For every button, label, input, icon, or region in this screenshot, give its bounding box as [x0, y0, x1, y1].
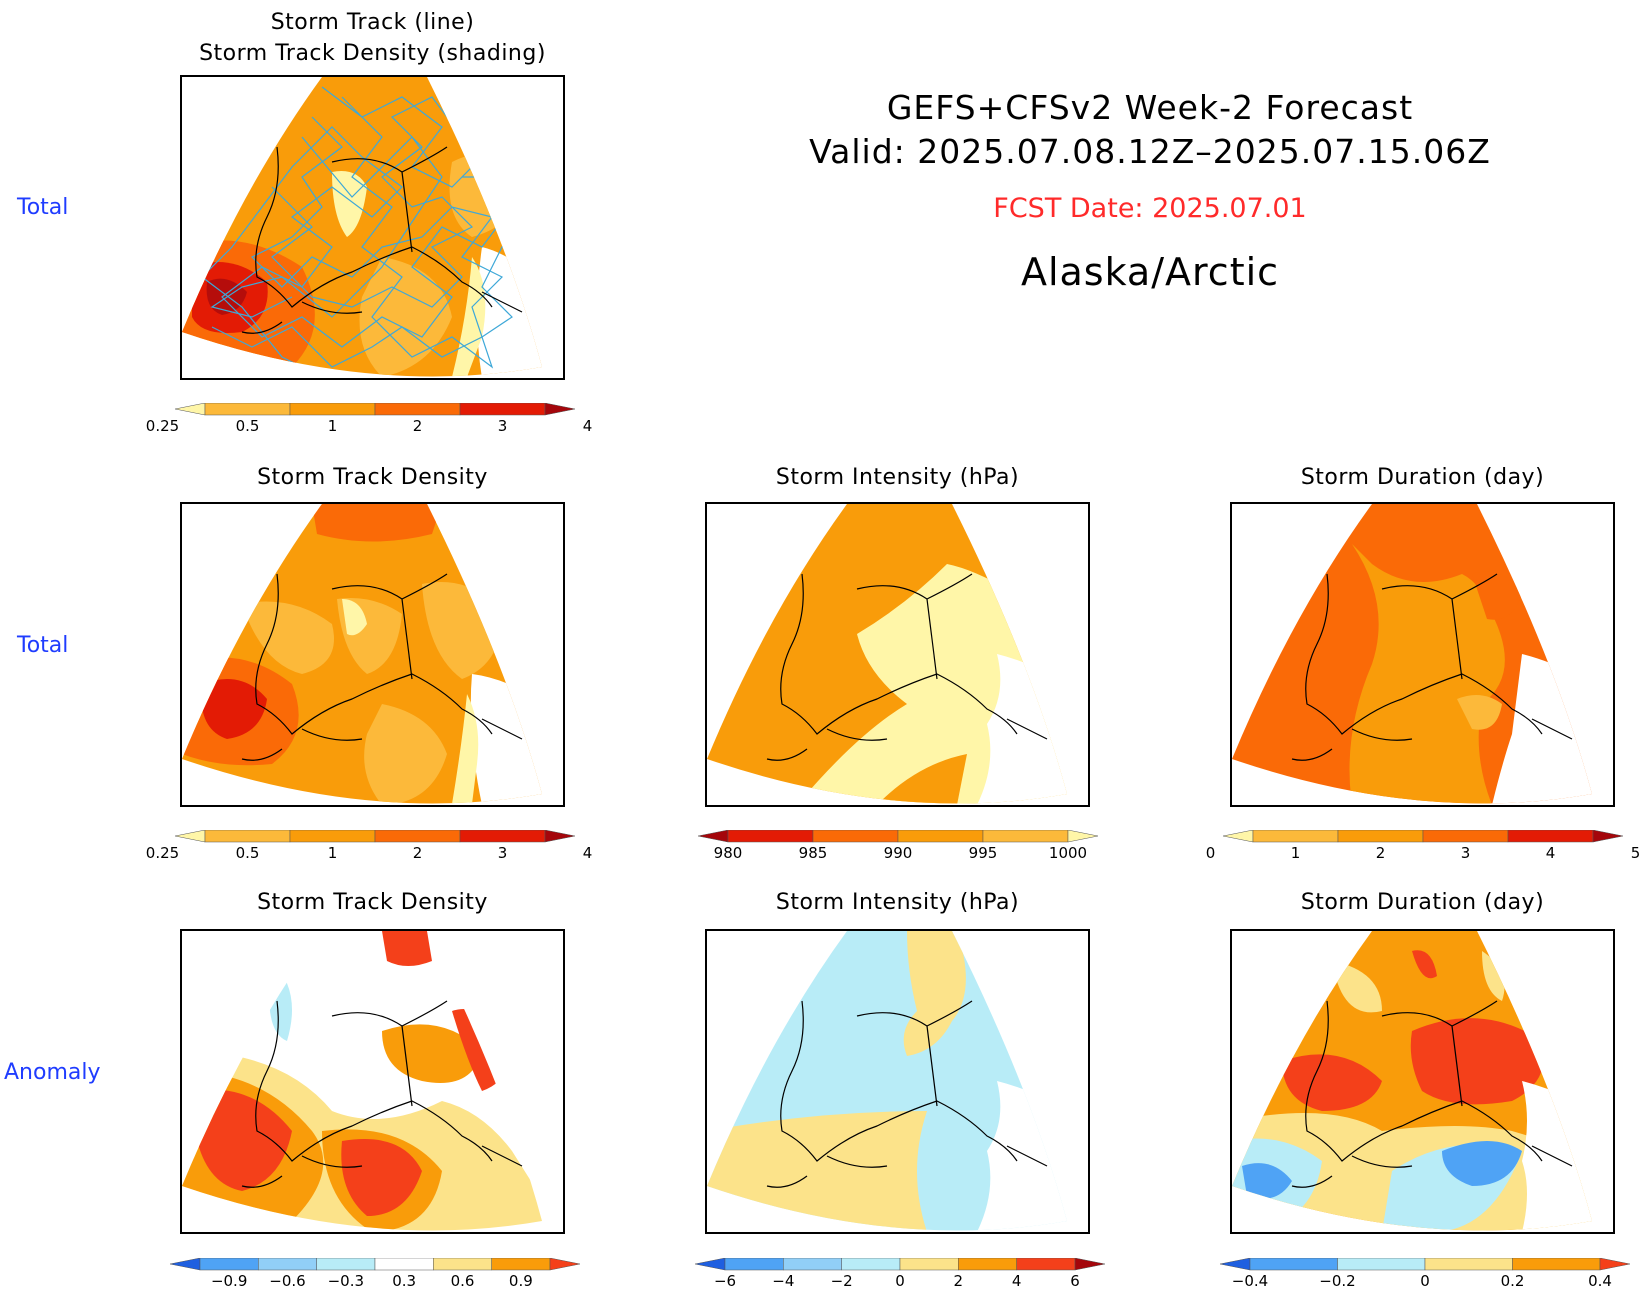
map-intensity-anomaly: [705, 929, 1090, 1234]
colorbar-segment: [1422, 830, 1509, 843]
colorbar-segment: [724, 1258, 784, 1271]
colorbar-segment: [958, 1258, 1017, 1271]
colorbar-tick-label: 1: [1290, 844, 1301, 862]
colorbar-segment: [1337, 830, 1424, 843]
colorbar-density-total: 0.25 0.5 1 2 3 4: [146, 830, 592, 870]
colorbar-right-cap: [549, 1258, 580, 1271]
colorbar-tick-label: 980: [713, 844, 743, 862]
colorbar-segment: [841, 1258, 901, 1271]
panel-title-duration-total: Storm Duration (day): [1300, 465, 1545, 490]
colorbar-left-cap: [175, 403, 206, 416]
panel-title-duration-anomaly: Storm Duration (day): [1300, 890, 1545, 915]
colorbar-segment: [258, 1258, 317, 1271]
map-storm-tracks: [180, 75, 565, 380]
colorbar-segment: [289, 403, 376, 416]
colorbar-segment: [1337, 1258, 1426, 1271]
colorbar-tick-label: 4: [1545, 844, 1556, 862]
colorbar-right-cap: [1592, 830, 1623, 843]
forecast-title: GEFS+CFSv2 Week-2 Forecast: [886, 88, 1414, 127]
colorbar-segment: [433, 1258, 492, 1271]
row-label-top: Total: [17, 195, 69, 220]
colorbar-segment: [727, 830, 814, 843]
colorbar-tick-label: 0.25: [145, 417, 180, 435]
colorbar-segment: [1249, 1258, 1338, 1271]
colorbar-segment: [982, 830, 1069, 843]
colorbar-tick-label: 4: [582, 844, 593, 862]
colorbar-segment: [899, 1258, 959, 1271]
colorbar-segment: [199, 1258, 259, 1271]
map-density-anomaly: [180, 929, 565, 1234]
colorbar-tick-label: 3: [1460, 844, 1471, 862]
colorbar-tick-label: 2: [412, 417, 423, 435]
colorbar-density-anomaly: −0.9 −0.6 −0.3 0.3 0.6 0.9: [170, 1258, 580, 1298]
colorbar-right-cap: [1067, 830, 1098, 843]
colorbar-density-top: 0.25 0.5 1 2 3 4: [146, 403, 592, 443]
colorbar-tick-label: 5: [1630, 844, 1641, 862]
colorbar-tick-label: 3: [497, 844, 508, 862]
colorbar-segment: [459, 830, 546, 843]
colorbar-tick-label: 0: [1205, 844, 1216, 862]
map-duration-anomaly: [1230, 929, 1615, 1234]
valid-period: Valid: 2025.07.08.12Z–2025.07.15.06Z: [809, 132, 1491, 171]
map-duration-total: [1230, 502, 1615, 807]
panel-title-tracks-line1: Storm Track (line): [270, 10, 475, 35]
colorbar-tick-label: 990: [883, 844, 913, 862]
panel-title-intensity-anomaly: Storm Intensity (hPa): [775, 890, 1020, 915]
colorbar-left-cap: [1223, 830, 1254, 843]
colorbar-tick-label: 985: [798, 844, 828, 862]
forecast-date: FCST Date: 2025.07.01: [993, 193, 1307, 224]
colorbar-right-cap: [1074, 1258, 1105, 1271]
colorbar-segment: [1016, 1258, 1076, 1271]
colorbar-tick-label: 0.5: [235, 417, 260, 435]
colorbar-segment: [491, 1258, 551, 1271]
colorbar-tick-label: 0.5: [235, 844, 260, 862]
colorbar-segment: [897, 830, 984, 843]
colorbar-tick-label: 1000: [1048, 844, 1088, 862]
colorbar-right-cap: [1599, 1258, 1630, 1271]
colorbar-right-cap: [544, 403, 575, 416]
colorbar-duration-anomaly: −0.4 −0.2 0 0.2 0.4: [1220, 1258, 1630, 1298]
region-name: Alaska/Arctic: [1020, 250, 1280, 294]
colorbar-tick-label: 2: [412, 844, 423, 862]
panel-title-tracks-line2: Storm Track Density (shading): [199, 41, 546, 66]
colorbar-tick-label: 2: [1375, 844, 1386, 862]
colorbar-segment: [374, 1258, 434, 1271]
colorbar-segment: [204, 403, 291, 416]
colorbar-segment: [289, 830, 376, 843]
colorbar-segment: [812, 830, 899, 843]
coastlines: [241, 146, 523, 334]
panel-title-intensity-total: Storm Intensity (hPa): [775, 465, 1020, 490]
colorbar-left-cap: [1220, 1258, 1251, 1271]
colorbar-segment: [374, 403, 461, 416]
colorbar-intensity-anomaly: −6 −4 −2 0 2 4 6: [695, 1258, 1105, 1298]
colorbar-segment: [204, 830, 291, 843]
panel-title-density-total: Storm Track Density: [257, 465, 488, 490]
panel-title-density-anomaly: Storm Track Density: [257, 890, 488, 915]
colorbar-tick-label: 4: [582, 417, 593, 435]
colorbar-right-cap: [544, 830, 575, 843]
colorbar-segment: [783, 1258, 842, 1271]
colorbar-left-cap: [175, 830, 206, 843]
colorbar-tick-label: 0.25: [145, 844, 180, 862]
colorbar-segment: [1252, 830, 1339, 843]
colorbar-tick-label: 1: [327, 844, 338, 862]
map-intensity-total: [705, 502, 1090, 807]
colorbar-intensity-total: 980 985 990 995 1000: [698, 830, 1098, 870]
row-label-bottom: Anomaly: [4, 1060, 101, 1085]
colorbar-segment: [316, 1258, 376, 1271]
colorbar-segment: [1424, 1258, 1513, 1271]
colorbar-segment: [374, 830, 461, 843]
colorbar-tick-label: 995: [968, 844, 998, 862]
colorbar-segment: [459, 403, 546, 416]
colorbar-left-cap: [698, 830, 729, 843]
colorbar-duration-total: 0 1 2 3 4 5: [1206, 830, 1640, 870]
colorbar-segment: [1512, 1258, 1601, 1271]
colorbar-tick-label: 1: [327, 417, 338, 435]
row-label-middle: Total: [17, 633, 69, 658]
colorbar-left-cap: [695, 1258, 726, 1271]
map-density-total: [180, 502, 565, 807]
colorbar-left-cap: [170, 1258, 201, 1271]
colorbar-tick-label: 3: [497, 417, 508, 435]
colorbar-segment: [1507, 830, 1594, 843]
